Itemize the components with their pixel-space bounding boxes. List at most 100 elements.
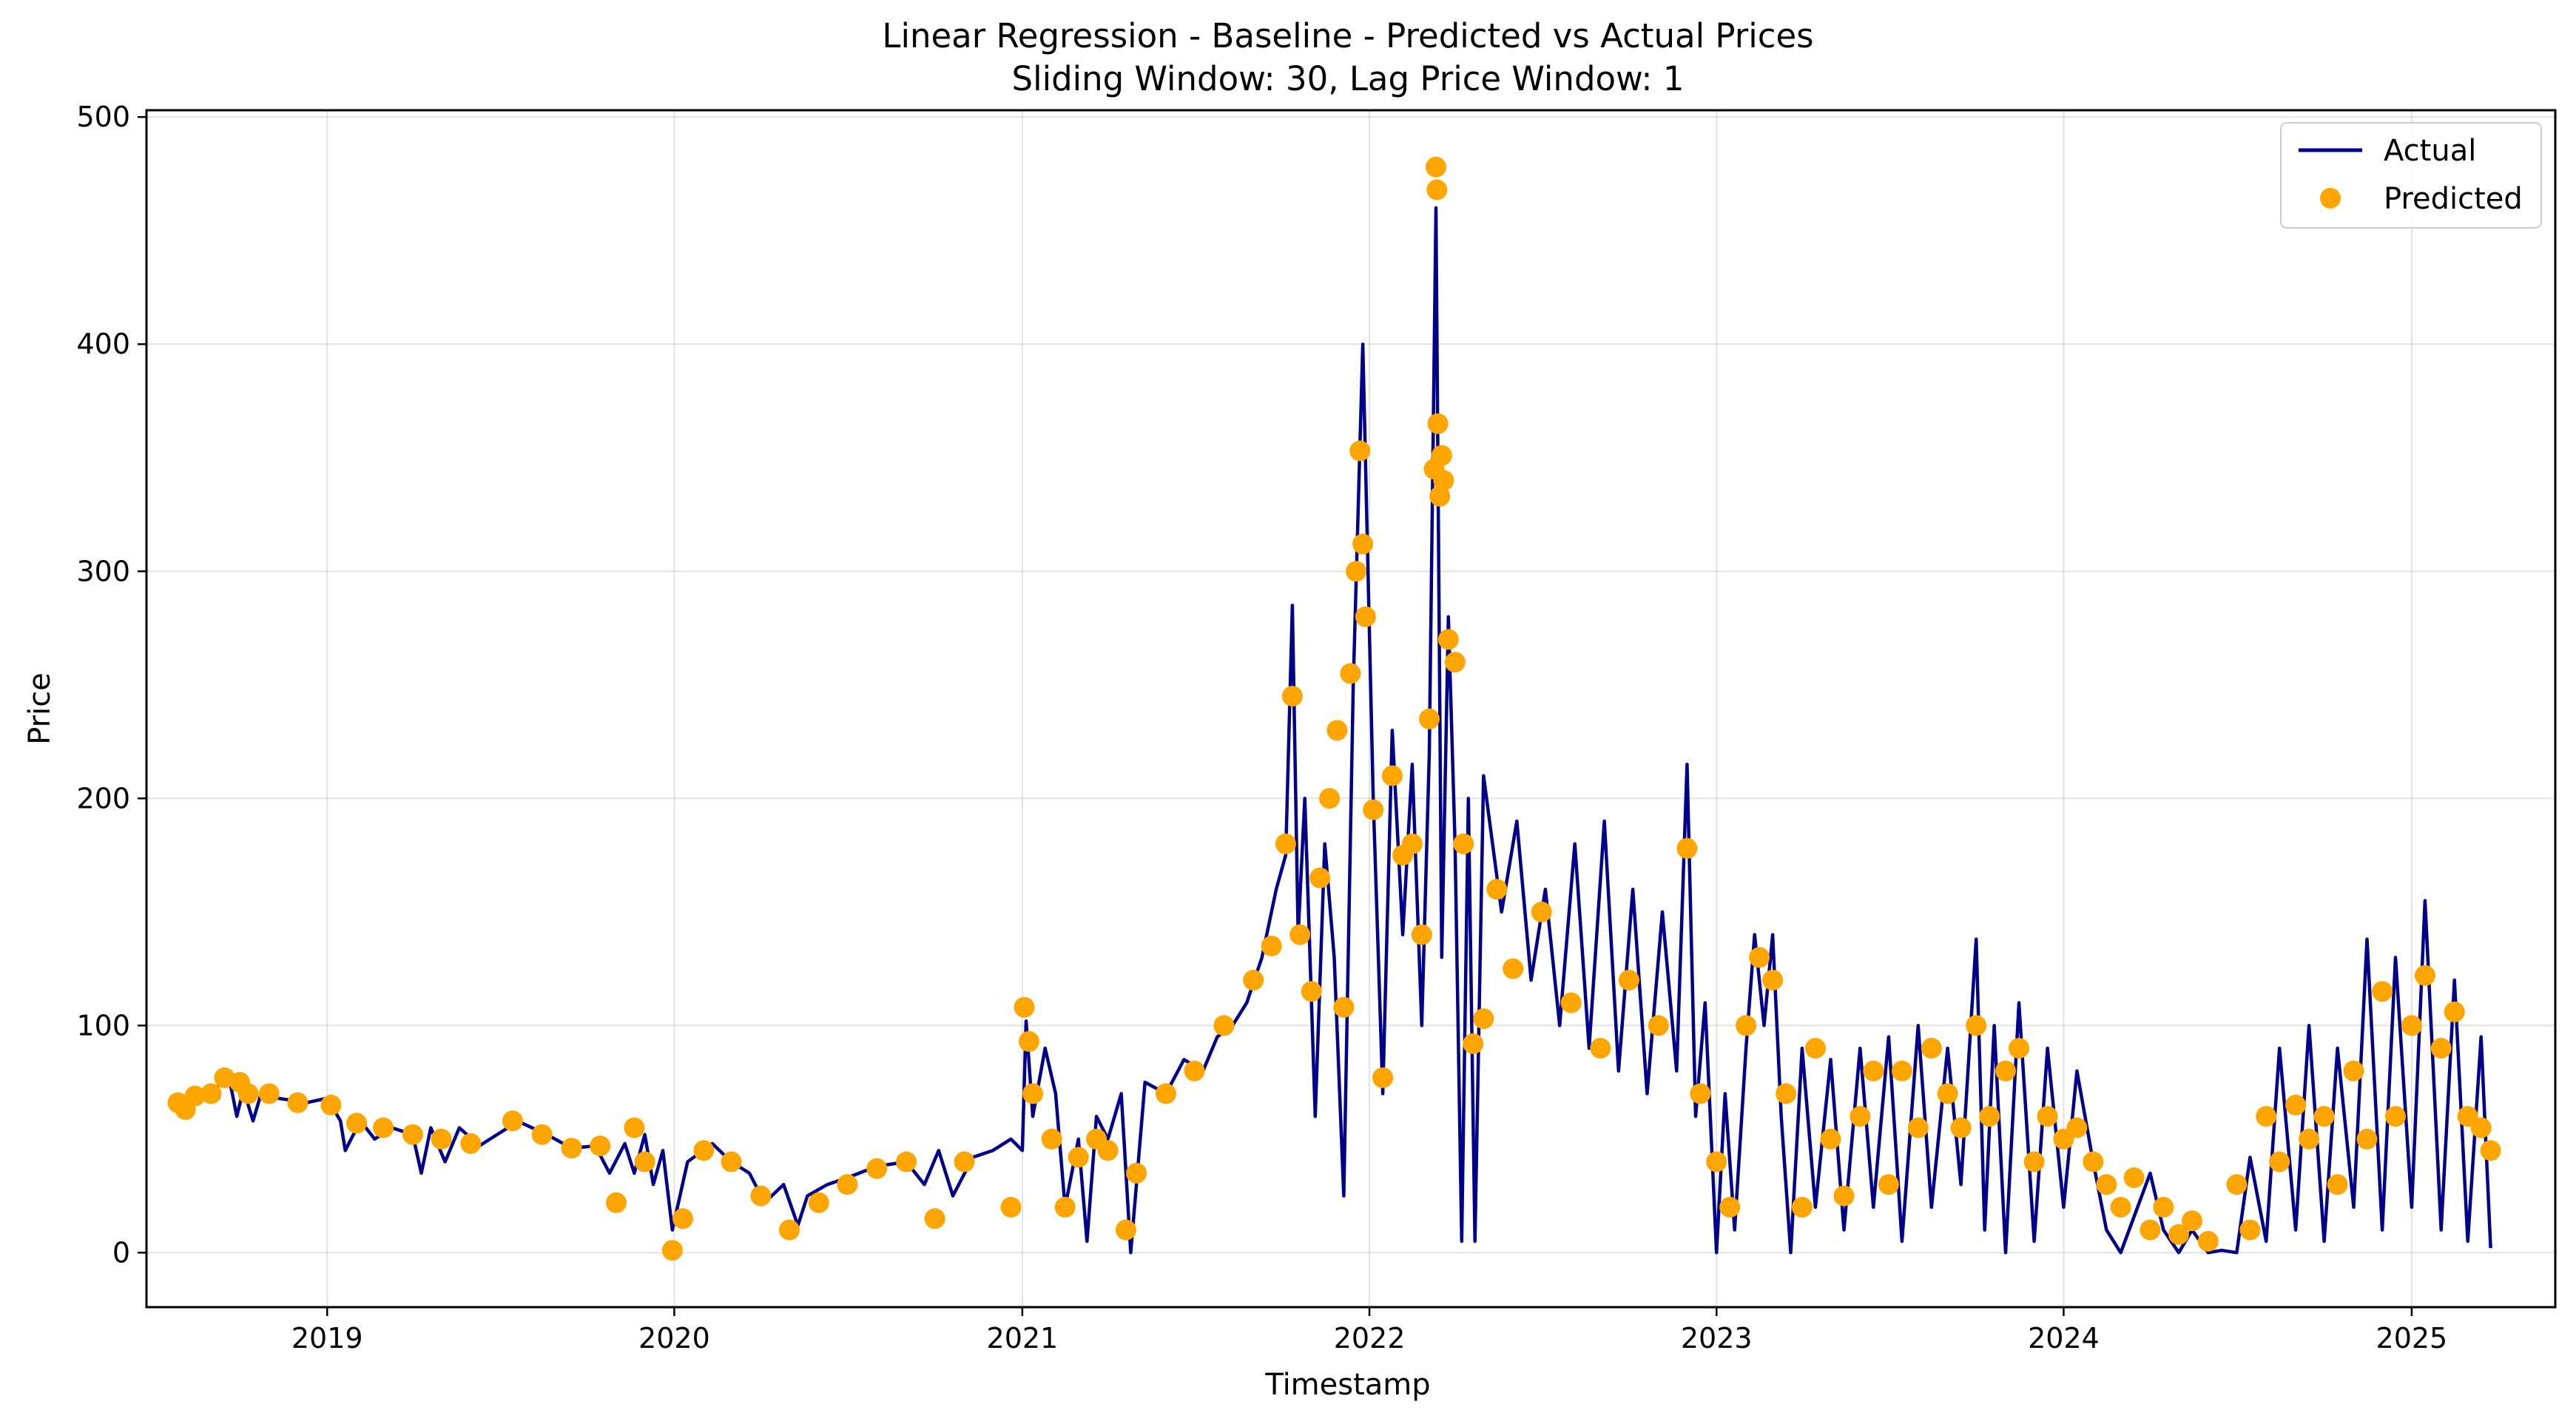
predicted-point — [1000, 1196, 1022, 1218]
predicted-point — [661, 1240, 683, 1261]
predicted-point — [2123, 1167, 2145, 1188]
predicted-point — [1979, 1106, 2000, 1127]
predicted-point — [1419, 708, 1440, 729]
predicted-point — [1473, 1008, 1494, 1030]
predicted-point — [1363, 799, 1384, 820]
predicted-point — [2269, 1151, 2290, 1173]
predicted-point — [896, 1151, 917, 1173]
predicted-point — [1486, 879, 1508, 900]
x-axis-label: Timestamp — [1264, 1368, 1430, 1402]
predicted-point — [1453, 833, 1474, 854]
predicted-point — [2197, 1231, 2219, 1252]
predicted-point — [200, 1083, 222, 1104]
predicted-point — [1719, 1196, 1741, 1218]
predicted-point — [2140, 1219, 2161, 1241]
predicted-point — [1326, 720, 1348, 741]
predicted-point — [1804, 1038, 1826, 1059]
predicted-point — [1503, 958, 1524, 979]
predicted-point — [1820, 1128, 1841, 1150]
y-tick-label: 100 — [76, 1009, 130, 1042]
predicted-point — [2430, 1038, 2452, 1059]
y-tick-label: 300 — [76, 555, 130, 587]
actual-series-line — [176, 206, 2492, 1255]
predicted-point — [1041, 1128, 1062, 1150]
x-tick-label: 2023 — [1681, 1322, 1753, 1355]
predicted-point — [634, 1151, 655, 1173]
predicted-point — [2299, 1128, 2320, 1150]
predicted-point — [1921, 1038, 1942, 1059]
predicted-point — [1333, 996, 1355, 1018]
x-tick-label: 2024 — [2028, 1322, 2100, 1355]
predicted-point — [1411, 924, 1432, 945]
predicted-point — [2327, 1174, 2348, 1195]
predicted-point — [1014, 996, 1035, 1018]
predicted-point — [1018, 1030, 1039, 1052]
predicted-point — [320, 1094, 342, 1116]
predicted-point — [1349, 440, 1371, 462]
predicted-point — [2470, 1117, 2492, 1138]
predicted-point — [693, 1140, 715, 1161]
predicted-point — [1281, 686, 1303, 707]
predicted-point — [561, 1138, 582, 1159]
predicted-point — [2256, 1106, 2277, 1127]
predicted-point — [2385, 1106, 2406, 1127]
predicted-point — [1054, 1196, 1076, 1218]
predicted-point — [1126, 1162, 1147, 1184]
predicted-point — [1619, 969, 1639, 991]
predicted-point — [1590, 1038, 1611, 1059]
predicted-point — [346, 1113, 368, 1134]
predicted-point — [287, 1092, 308, 1113]
predicted-point — [1429, 485, 1451, 507]
chart-subtitle: Sliding Window: 30, Lag Price Window: 1 — [1012, 59, 1685, 98]
predicted-point — [1966, 1015, 1987, 1036]
predicted-point — [460, 1133, 482, 1154]
predicted-point — [1243, 969, 1264, 991]
predicted-point — [1531, 901, 1552, 922]
predicted-point — [1690, 1083, 1711, 1104]
predicted-point — [721, 1151, 742, 1173]
predicted-point — [1444, 652, 1466, 673]
predicted-point — [1319, 788, 1341, 809]
predicted-point — [2372, 981, 2393, 1002]
predicted-point — [1437, 629, 1459, 650]
plot-area-frame — [145, 109, 2557, 1309]
predicted-point — [1937, 1083, 1958, 1104]
predicted-point — [1463, 1033, 1484, 1054]
predicted-point — [1022, 1083, 1043, 1104]
predicted-point — [1878, 1174, 1899, 1195]
predicted-point — [1833, 1185, 1855, 1207]
predicted-point — [837, 1174, 858, 1195]
predicted-point — [2414, 965, 2435, 986]
legend-predicted-label: Predicted — [2384, 182, 2523, 216]
predicted-point — [2313, 1106, 2335, 1127]
predicted-point — [2168, 1224, 2189, 1245]
predicted-point — [1736, 1015, 1757, 1036]
predicted-point — [2401, 1015, 2422, 1036]
predicted-point — [2009, 1038, 2029, 1059]
predicted-point — [1213, 1015, 1235, 1036]
predicted-point — [1372, 1067, 1394, 1088]
predicted-point — [2444, 1001, 2465, 1022]
predicted-point — [1791, 1196, 1813, 1218]
predicted-point — [2182, 1210, 2202, 1232]
predicted-point — [1156, 1083, 1176, 1104]
predicted-point — [1355, 606, 1376, 627]
predicted-point — [2480, 1140, 2501, 1161]
predicted-point — [1301, 981, 1322, 1002]
predicted-point — [866, 1158, 888, 1179]
predicted-point — [1426, 156, 1446, 178]
predicted-point — [1950, 1117, 1972, 1138]
predicted-point — [1401, 833, 1423, 854]
predicted-point — [373, 1117, 394, 1138]
predicted-point — [750, 1185, 772, 1207]
predicted-point — [1762, 969, 1784, 991]
predicted-point — [2356, 1128, 2378, 1150]
predicted-point — [1427, 413, 1449, 434]
x-tick-label: 2020 — [638, 1322, 710, 1355]
predicted-point — [2343, 1060, 2364, 1082]
predicted-point — [1995, 1060, 2016, 1082]
predicted-point — [1891, 1060, 1912, 1082]
y-axis-label: Price — [23, 672, 57, 745]
predicted-point — [1352, 533, 1374, 555]
predicted-point — [431, 1128, 452, 1150]
